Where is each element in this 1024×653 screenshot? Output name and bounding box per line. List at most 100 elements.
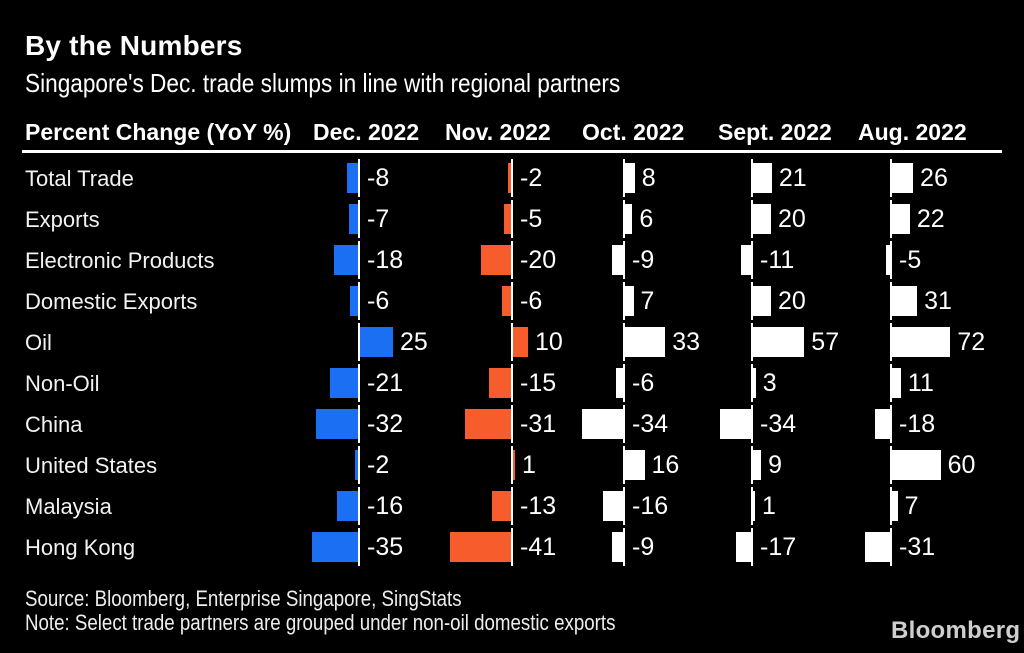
- bar-nov-2022-china: [464, 409, 511, 439]
- row-label-electronic-products: Electronic Products: [25, 248, 215, 273]
- value-label: 20: [778, 287, 806, 315]
- value-label: -20: [520, 246, 557, 274]
- baseline-tick: [623, 364, 625, 402]
- bar-nov-2022-electronic-products: [481, 245, 511, 275]
- bar-nov-2022-exports: [503, 204, 511, 234]
- baseline-tick: [358, 487, 360, 525]
- baseline-tick: [890, 405, 892, 443]
- bar-oct-2022-non-oil: [615, 368, 623, 398]
- value-label: 11: [907, 369, 934, 397]
- baseline-tick: [511, 200, 513, 238]
- baseline-tick: [358, 528, 360, 566]
- chart-subtitle: Singapore's Dec. trade slumps in line wi…: [25, 68, 621, 98]
- bar-sept-2022-china: [720, 409, 751, 439]
- bar-sept-2022-united-states: [753, 450, 762, 480]
- baseline-tick: [890, 323, 892, 361]
- value-label: 72: [957, 328, 986, 356]
- row-label-domestic-exports: Domestic Exports: [25, 289, 198, 314]
- value-label: -18: [899, 410, 936, 438]
- baseline-tick: [751, 487, 753, 525]
- value-label: 25: [400, 328, 428, 356]
- bar-sept-2022-electronic-products: [741, 245, 751, 275]
- value-label: -34: [760, 410, 797, 438]
- value-label: -8: [367, 164, 390, 192]
- bar-sept-2022-non-oil: [753, 368, 756, 398]
- value-label: -31: [899, 533, 936, 561]
- bar-oct-2022-electronic-products: [612, 245, 623, 275]
- bar-aug-2022-non-oil: [892, 368, 901, 398]
- value-label: -15: [520, 369, 557, 397]
- note-line: Note: Select trade partners are grouped …: [25, 610, 616, 635]
- value-label: 9: [768, 451, 782, 479]
- baseline-tick: [890, 487, 892, 525]
- bloomberg-logo: Bloomberg: [891, 617, 1021, 644]
- baseline-tick: [511, 487, 513, 525]
- value-label: -16: [632, 492, 669, 520]
- bar-nov-2022-total-trade: [508, 163, 511, 193]
- value-label: 8: [641, 164, 656, 192]
- baseline-tick: [358, 159, 360, 197]
- value-label: 7: [640, 287, 655, 315]
- bar-nov-2022-hong-kong: [449, 532, 511, 562]
- bar-dec-2022-exports: [348, 204, 358, 234]
- baseline-tick: [358, 282, 360, 320]
- baseline-tick: [358, 364, 360, 402]
- value-label: 6: [639, 205, 654, 233]
- value-label: -13: [520, 492, 557, 520]
- value-label: 31: [924, 287, 952, 315]
- baseline-tick: [358, 241, 360, 279]
- row-label-oil: Oil: [25, 330, 52, 355]
- bar-nov-2022-malaysia: [491, 491, 511, 521]
- baseline-tick: [358, 405, 360, 443]
- bar-oct-2022-china: [581, 409, 623, 439]
- value-label: -31: [520, 410, 557, 438]
- bar-nov-2022-oil: [513, 327, 528, 357]
- baseline-tick: [511, 159, 513, 197]
- bar-aug-2022-malaysia: [892, 491, 898, 521]
- row-label-non-oil: Non-Oil: [25, 371, 100, 396]
- row-label-malaysia: Malaysia: [25, 494, 112, 519]
- value-label: 16: [651, 451, 680, 479]
- value-label: -5: [899, 246, 922, 274]
- value-label: 3: [762, 369, 777, 397]
- bar-dec-2022-oil: [360, 327, 393, 357]
- value-label: -32: [367, 410, 404, 438]
- row-label-total-trade: Total Trade: [25, 166, 134, 191]
- baseline-tick: [890, 241, 892, 279]
- baseline-tick: [511, 446, 513, 484]
- bar-sept-2022-hong-kong: [735, 532, 751, 562]
- baseline-tick: [751, 159, 753, 197]
- value-label: -41: [520, 533, 557, 561]
- baseline-tick: [623, 487, 625, 525]
- bar-aug-2022-total-trade: [892, 163, 914, 193]
- value-label: 20: [778, 205, 806, 233]
- value-label: -9: [632, 533, 655, 561]
- baseline-tick: [623, 405, 625, 443]
- value-label: -18: [367, 246, 404, 274]
- bar-aug-2022-oil: [892, 327, 951, 357]
- value-label: -2: [367, 451, 390, 479]
- page-title: By the Numbers: [25, 30, 243, 61]
- baseline-tick: [751, 323, 753, 361]
- baseline-tick: [358, 446, 360, 484]
- value-label: -5: [520, 205, 543, 233]
- metric-label: Percent Change (YoY %): [25, 119, 292, 145]
- baseline-tick: [890, 282, 892, 320]
- bar-dec-2022-china: [315, 409, 358, 439]
- value-label: 22: [916, 205, 945, 233]
- baseline-tick: [623, 159, 625, 197]
- baseline-tick: [358, 200, 360, 238]
- bar-dec-2022-non-oil: [330, 368, 358, 398]
- bar-oct-2022-domestic-exports: [625, 286, 634, 316]
- baseline-tick: [623, 528, 625, 566]
- value-label: -16: [367, 492, 404, 520]
- value-label: 1: [762, 492, 776, 520]
- bar-sept-2022-domestic-exports: [753, 286, 771, 316]
- bar-aug-2022-united-states: [892, 450, 941, 480]
- bar-aug-2022-china: [875, 409, 890, 439]
- baseline-tick: [511, 282, 513, 320]
- baseline-tick: [511, 241, 513, 279]
- baseline-tick: [751, 200, 753, 238]
- bar-nov-2022-united-states: [513, 450, 515, 480]
